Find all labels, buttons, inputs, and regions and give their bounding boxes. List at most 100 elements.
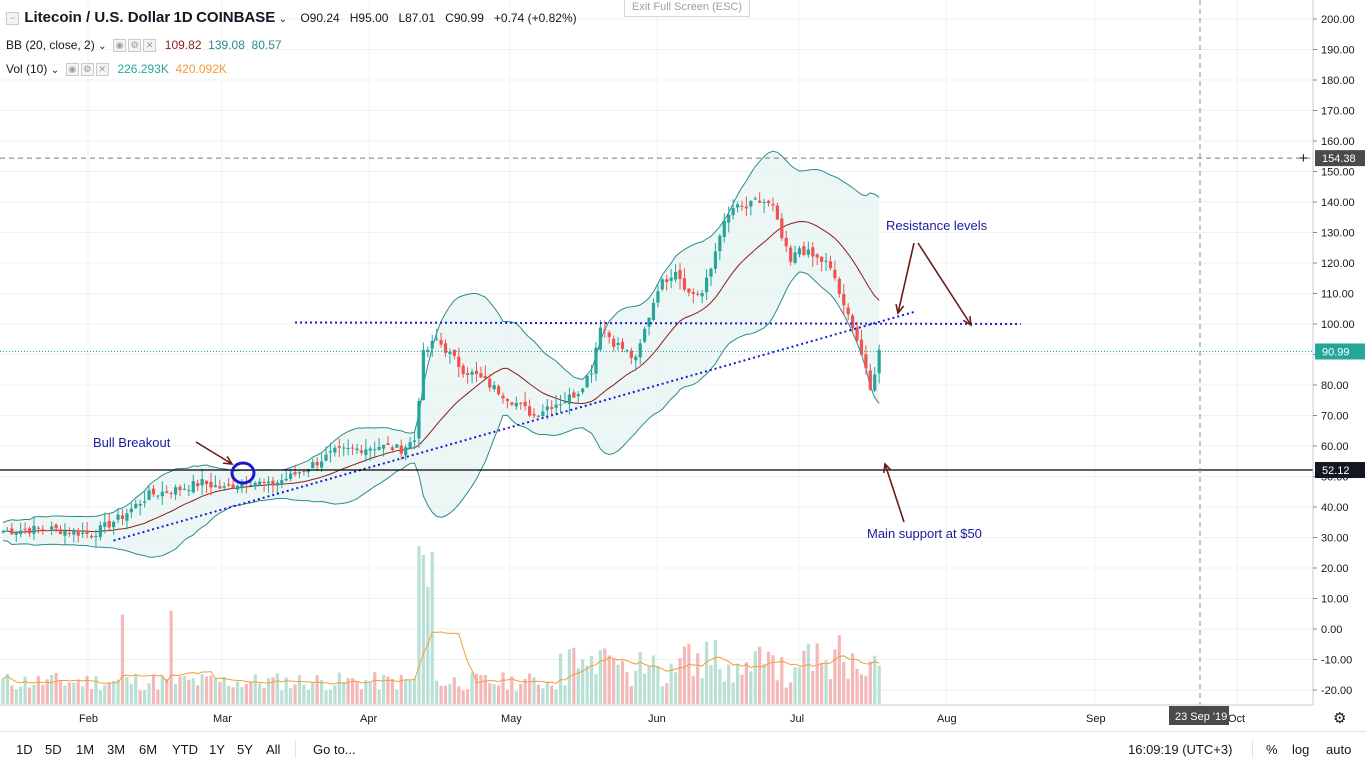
candle-body [253,482,257,487]
candle-body [368,448,372,451]
range-1y[interactable]: 1Y [209,742,225,757]
range-all[interactable]: All [266,742,281,757]
gear-icon[interactable]: ⚙ [128,39,142,53]
candle-body [514,402,518,407]
vol-value: 226.293K [117,62,169,76]
eye-icon[interactable]: ◉ [113,39,127,53]
volume-bar [227,685,231,704]
price-tick-label: 60.00 [1321,441,1349,453]
bb-label[interactable]: BB (20, close, 2) [6,38,95,52]
candle-body [386,443,390,446]
candle-body [656,291,660,303]
volume-bar [625,672,629,704]
candle-body [381,444,386,449]
dashed-line-price-tag: 154.38 [1322,153,1356,165]
range-6m[interactable]: 6M [139,742,158,757]
divider [295,740,296,758]
close-icon[interactable]: ✕ [95,63,109,77]
exchange-label[interactable]: COINBASE [196,9,276,26]
candle-body [302,470,306,472]
candle-body [350,447,355,449]
candle-body [696,293,700,295]
candle-body [151,488,156,495]
chevron-down-icon[interactable]: ⌄ [98,41,107,52]
symbol-title[interactable]: Litecoin / U.S. Dollar [24,9,171,26]
gear-icon[interactable]: ⚙ [1333,710,1346,727]
volume-bar [457,686,461,704]
bb-fill [3,151,880,558]
goto-button[interactable]: Go to... [313,742,356,757]
candle-body [488,378,492,388]
range-3m[interactable]: 3M [107,742,126,757]
volume-bar [629,686,633,704]
resistance-trendline[interactable] [295,321,1021,325]
range-5d[interactable]: 5D [45,742,62,757]
eye-icon[interactable]: ◉ [65,63,79,77]
resistance-label[interactable]: Resistance levels [886,218,988,233]
price-tick-label: 80.00 [1321,380,1349,392]
ohlc-low: L87.01 [398,11,436,25]
candle-body [439,339,443,345]
resistance-arrow-1[interactable] [897,242,915,314]
candle-body [594,347,598,374]
candle-body [160,491,164,497]
chevron-down-icon[interactable]: ⌄ [278,14,287,25]
candle-body [833,269,837,279]
gear-icon[interactable]: ⚙ [80,63,94,77]
candle-body [143,501,147,503]
volume-bar [76,679,80,704]
breakout-arrow[interactable] [195,441,233,465]
volume-bar [390,679,394,704]
range-1m[interactable]: 1M [76,742,95,757]
volume-bar [793,667,797,704]
ascending-trendline[interactable] [113,310,915,542]
auto-toggle[interactable]: auto [1326,742,1352,757]
candle-body [182,488,187,490]
volume-bar [877,665,881,704]
candle-body [713,251,718,269]
candle-body [585,375,589,388]
add-alert-icon[interactable]: + [1299,150,1308,167]
volume-bar [196,685,200,704]
candle-body [337,445,341,448]
vol-label[interactable]: Vol (10) [6,62,48,76]
volume-bar [289,687,293,704]
range-5y[interactable]: 5Y [237,742,253,757]
volume-bar [156,689,160,704]
volume-bar [373,672,377,704]
support-arrow-head [883,462,892,474]
range-ytd[interactable]: YTD [172,742,198,757]
candle-body [651,302,656,320]
candle-body [576,394,580,397]
time-tick-label: Jun [648,713,666,725]
support-arrow[interactable] [884,463,905,523]
breakout-circle[interactable] [230,461,256,485]
log-toggle[interactable]: log [1292,742,1310,757]
volume-bar [828,679,833,704]
symbol-legend: − Litecoin / U.S. Dollar 1D COINBASE ⌄ O… [6,9,577,26]
volume-bar [479,675,483,704]
range-1d[interactable]: 1D [16,742,33,757]
volume-bar [408,680,412,704]
breakout-label[interactable]: Bull Breakout [93,435,171,450]
volume-bar [550,685,554,704]
volume-bar [448,683,452,704]
support-label[interactable]: Main support at $50 [867,526,982,541]
volume-bar [594,674,598,704]
volume-bar [377,689,381,704]
volume-bar [581,659,585,704]
close-icon[interactable]: ✕ [143,39,157,53]
candle-body [178,486,182,491]
price-tick-label: 200.00 [1321,14,1355,26]
resistance-arrow-2[interactable] [917,242,972,326]
candle-body [412,440,417,442]
chevron-down-icon[interactable]: ⌄ [50,65,60,76]
exit-fullscreen-button[interactable]: Exit Full Screen (ESC) [624,0,750,17]
candle-body [280,480,284,484]
percent-toggle[interactable]: % [1266,742,1278,757]
collapse-icon[interactable]: − [6,12,19,26]
interval-label[interactable]: 1D [173,9,193,26]
clock-label[interactable]: 16:09:19 (UTC+3) [1128,742,1233,757]
volume-bar [536,684,541,704]
